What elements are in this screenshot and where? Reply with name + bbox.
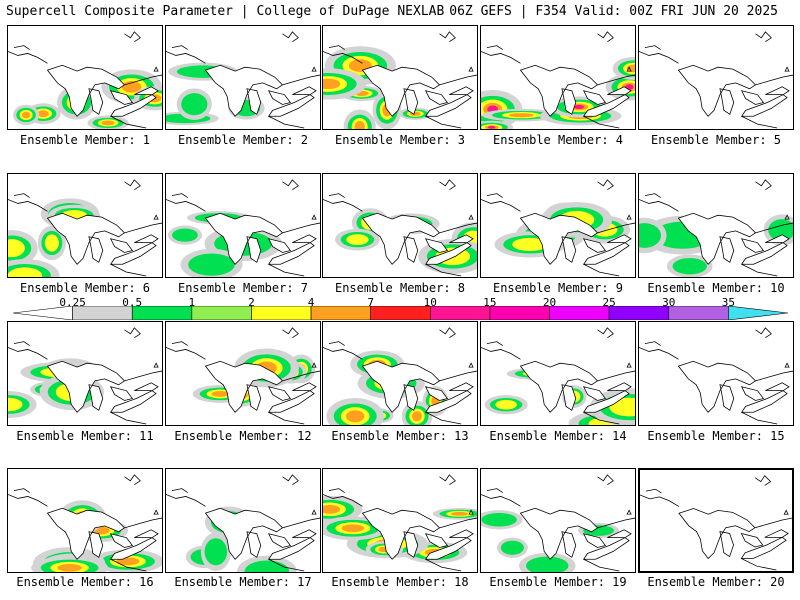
map-canvas — [166, 474, 320, 572]
ensemble-map-8[interactable] — [322, 173, 478, 278]
ensemble-member-caption: Ensemble Member: 15 — [647, 429, 785, 443]
ensemble-member-caption: Ensemble Member: 10 — [647, 281, 785, 295]
ensemble-member-caption: Ensemble Member: 8 — [334, 281, 466, 295]
map-canvas — [323, 31, 477, 129]
ensemble-map-9[interactable] — [480, 173, 636, 278]
colorbar-segment — [131, 306, 193, 320]
ensemble-map-4[interactable] — [480, 25, 636, 130]
ensemble-map-1[interactable] — [7, 25, 163, 130]
model-run-info: 06Z GEFS | F354 Valid: 00Z FRI JUN 20 20… — [449, 4, 778, 19]
ensemble-member-caption: Ensemble Member: 17 — [174, 575, 312, 589]
colorbar-segment — [489, 306, 550, 320]
colorbar-tick-label: 1 — [188, 296, 196, 309]
ensemble-member-caption: Ensemble Member: 1 — [19, 133, 151, 147]
map-canvas — [323, 474, 477, 572]
map-canvas — [8, 179, 162, 277]
ensemble-map-5[interactable] — [638, 25, 794, 130]
ensemble-map-17[interactable] — [165, 468, 321, 573]
ensemble-map-12[interactable] — [165, 321, 321, 426]
ensemble-member-caption: Ensemble Member: 16 — [16, 575, 154, 589]
colorbar-low-arrow — [13, 306, 73, 320]
colorbar-segment — [728, 306, 788, 320]
map-canvas — [8, 474, 162, 572]
colorbar-segment — [668, 306, 729, 320]
ensemble-map-18[interactable] — [322, 468, 478, 573]
ensemble-map-2[interactable] — [165, 25, 321, 130]
colorbar-tick-label: 4 — [307, 296, 315, 309]
map-canvas — [8, 31, 162, 129]
ensemble-member-caption: Ensemble Member: 7 — [177, 281, 309, 295]
ensemble-member-caption: Ensemble Member: 5 — [650, 133, 782, 147]
ensemble-map-11[interactable] — [7, 321, 163, 426]
map-canvas — [8, 327, 162, 425]
colorbar-tick-label: 7 — [367, 296, 374, 309]
ensemble-map-13[interactable] — [322, 321, 478, 426]
map-canvas — [166, 327, 320, 425]
ensemble-map-3[interactable] — [322, 25, 478, 130]
map-canvas — [481, 31, 635, 129]
ensemble-map-15[interactable] — [638, 321, 794, 426]
colorbar-segment — [430, 306, 491, 320]
map-canvas — [640, 475, 792, 571]
map-canvas — [166, 179, 320, 277]
ensemble-map-10[interactable] — [638, 173, 794, 278]
colorbar-segment — [251, 306, 312, 320]
map-canvas — [639, 31, 793, 129]
ensemble-member-caption: Ensemble Member: 13 — [331, 429, 469, 443]
ensemble-member-caption: Ensemble Member: 6 — [19, 281, 151, 295]
colorbar-segment — [549, 306, 610, 320]
ensemble-member-caption: Ensemble Member: 11 — [16, 429, 154, 443]
ensemble-member-caption: Ensemble Member: 3 — [334, 133, 466, 147]
ensemble-map-14[interactable] — [480, 321, 636, 426]
map-canvas — [639, 179, 793, 277]
colorbar-segment — [608, 306, 670, 320]
colorbar-tick-label: 2 — [248, 296, 255, 309]
map-canvas — [639, 327, 793, 425]
ensemble-map-6[interactable] — [7, 173, 163, 278]
colorbar-segment — [72, 306, 133, 320]
ensemble-member-caption: Ensemble Member: 20 — [647, 575, 785, 589]
map-canvas — [323, 179, 477, 277]
map-canvas — [166, 31, 320, 129]
ensemble-member-caption: Ensemble Member: 12 — [174, 429, 312, 443]
ensemble-member-caption: Ensemble Member: 9 — [492, 281, 624, 295]
colorbar-segment — [191, 306, 252, 320]
ensemble-map-16[interactable] — [7, 468, 163, 573]
ensemble-map-19[interactable] — [480, 468, 636, 573]
ensemble-member-caption: Ensemble Member: 19 — [489, 575, 627, 589]
map-canvas — [323, 327, 477, 425]
colorbar-segment — [370, 306, 431, 320]
ensemble-member-caption: Ensemble Member: 14 — [489, 429, 627, 443]
ensemble-member-caption: Ensemble Member: 2 — [177, 133, 309, 147]
ensemble-member-caption: Ensemble Member: 18 — [331, 575, 469, 589]
ensemble-map-7[interactable] — [165, 173, 321, 278]
ensemble-member-caption: Ensemble Member: 4 — [492, 133, 624, 147]
colorbar-segment — [310, 306, 371, 320]
page-title: Supercell Composite Parameter | College … — [6, 4, 445, 19]
ensemble-map-20[interactable] — [638, 468, 794, 573]
map-canvas — [481, 179, 635, 277]
colorbar — [13, 306, 788, 320]
map-canvas — [481, 474, 635, 572]
map-canvas — [481, 327, 635, 425]
